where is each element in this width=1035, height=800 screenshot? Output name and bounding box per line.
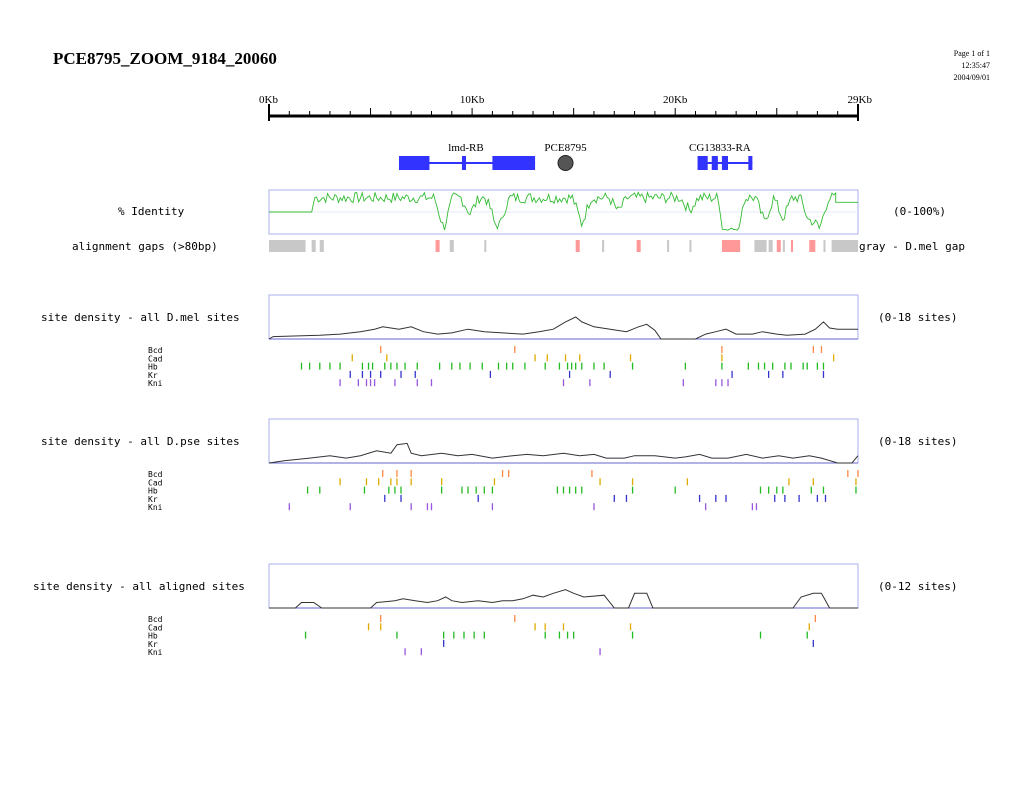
gap-dmel [602, 240, 605, 252]
track-dpse: site density - all D.pse sites (0-18 sit… [41, 418, 957, 512]
gene-exon [711, 156, 718, 170]
gap-dmel [689, 240, 692, 252]
identity-range: (0-100%) [893, 205, 946, 218]
gene-exon [492, 156, 536, 170]
density-line [268, 316, 858, 340]
gene-label: CG13833-RA [689, 142, 751, 154]
page-number: Page 1 of 1 [954, 49, 990, 58]
identity-plot [268, 189, 859, 235]
gap-dmel [823, 240, 826, 252]
page-title: PCE8795_ZOOM_9184_20060 [53, 49, 277, 68]
gap-dmel [484, 240, 487, 252]
print-time: 12:35:47 [962, 61, 990, 70]
identity-line [269, 190, 858, 231]
site-row-label: Hb [148, 632, 158, 641]
ruler-tick-label: 29Kb [848, 94, 873, 106]
track-range: (0-18 sites) [878, 311, 957, 324]
track-range: (0-12 sites) [878, 580, 957, 593]
site-row-label: Bcd [148, 346, 163, 355]
site-row-label: Bcd [148, 470, 163, 479]
ruler-tick-label: 0Kb [259, 94, 278, 106]
gap-dmel [831, 240, 858, 252]
alignment-gaps [269, 240, 858, 252]
gene-exon [748, 156, 753, 170]
gap-dmel [667, 240, 670, 252]
identity-label: % Identity [118, 205, 185, 218]
gap-dmel [754, 240, 767, 252]
site-row-label: Kr [148, 371, 158, 380]
site-row-label: Kni [148, 503, 163, 512]
track-label: site density - all D.mel sites [41, 311, 240, 324]
print-date: 2004/09/01 [954, 73, 990, 82]
site-row-label: Kni [148, 379, 163, 388]
gene-exon [721, 156, 729, 170]
site-row-label: Hb [148, 363, 158, 372]
gap-dmel [768, 240, 773, 252]
enhancer-marker [557, 155, 574, 171]
gap-dmel [449, 240, 454, 252]
site-row-label: Hb [148, 487, 158, 496]
density-line [269, 589, 858, 609]
gap-other [435, 240, 440, 252]
gene-exon [461, 156, 467, 170]
gaps-legend: gray - D.mel gap [859, 240, 965, 253]
gap-other [776, 240, 781, 252]
gene-models: lmd-RB CG13833-RA PCE8795 [398, 142, 753, 171]
gap-other [636, 240, 641, 252]
track-range: (0-18 sites) [878, 435, 957, 448]
gap-dmel [311, 240, 316, 252]
density-line [268, 442, 859, 464]
site-row-label: Cad [148, 478, 163, 487]
site-row-label: Cad [148, 623, 163, 632]
gap-other [790, 240, 794, 252]
gap-other [575, 240, 580, 252]
site-row-label: Cad [148, 354, 163, 363]
gap-other [721, 240, 741, 252]
track-dmel: site density - all D.mel sites (0-18 sit… [41, 294, 957, 388]
gaps-label: alignment gaps (>80bp) [72, 240, 218, 253]
track-label: site density - all D.pse sites [41, 435, 240, 448]
site-row-label: Kr [148, 495, 158, 504]
kb-ruler: 0Kb 10Kb 20Kb 29Kb [259, 94, 872, 121]
ruler-tick-label: 20Kb [663, 94, 688, 106]
gap-dmel [782, 240, 785, 252]
site-row-label: Kr [148, 640, 158, 649]
enhancer-label: PCE8795 [544, 142, 587, 154]
gap-dmel [269, 240, 306, 252]
site-row-label: Kni [148, 648, 163, 657]
site-row-label: Bcd [148, 615, 163, 624]
track-aligned: site density - all aligned sites (0-12 s… [33, 563, 957, 657]
gap-other [809, 240, 816, 252]
gap-dmel [319, 240, 324, 252]
ruler-tick-label: 10Kb [460, 94, 485, 106]
gene-exon [697, 156, 708, 170]
gene-exon [398, 156, 430, 170]
track-label: site density - all aligned sites [33, 580, 245, 593]
gene-label: lmd-RB [448, 142, 483, 154]
